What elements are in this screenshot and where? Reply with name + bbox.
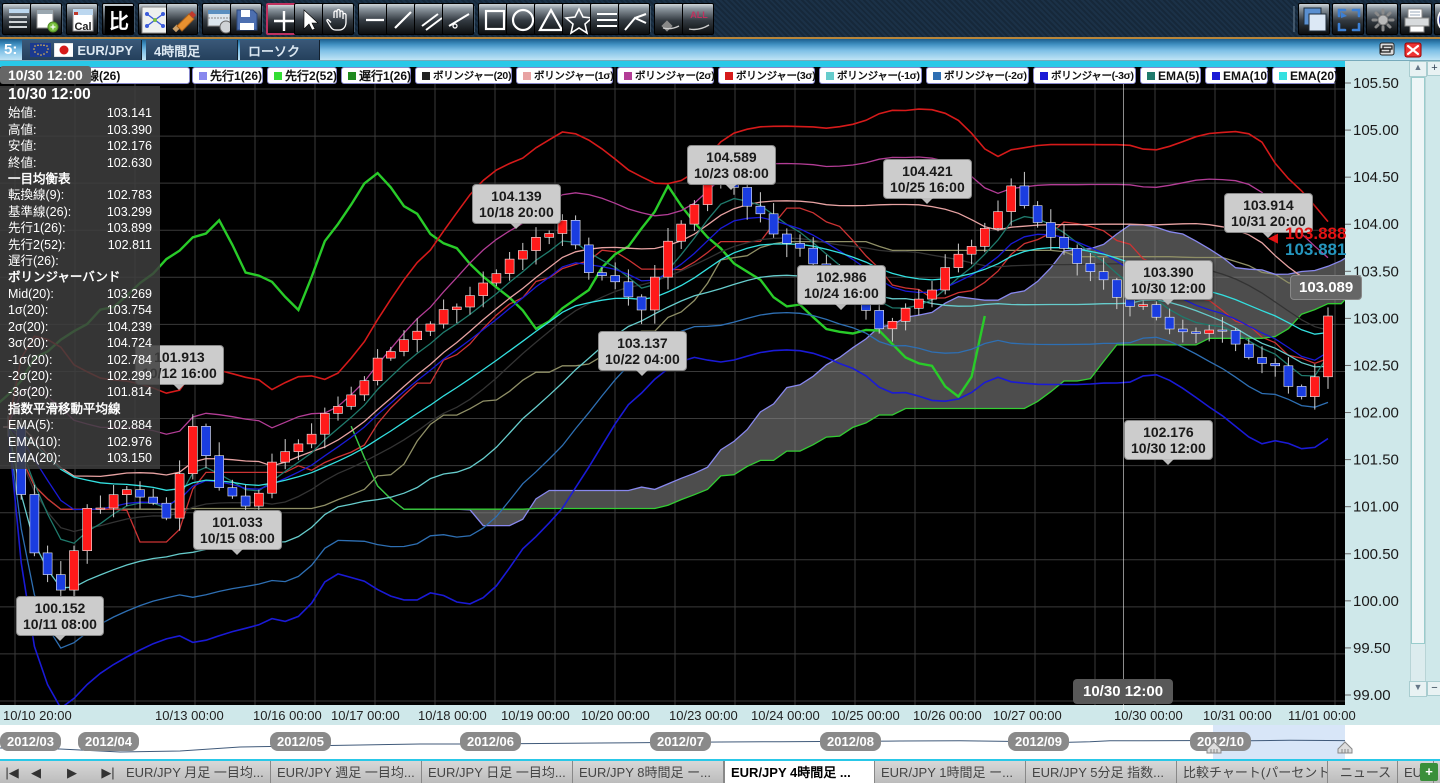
- svg-text:101.00: 101.00: [1353, 499, 1399, 516]
- svg-text:ALL: ALL: [690, 10, 708, 20]
- svg-text:100.50: 100.50: [1353, 546, 1399, 563]
- svg-text:101.50: 101.50: [1353, 452, 1399, 469]
- svg-text:105.50: 105.50: [1353, 75, 1399, 92]
- svg-text:比: 比: [109, 10, 129, 33]
- svg-text:105.00: 105.00: [1353, 122, 1399, 139]
- svg-text:104.00: 104.00: [1353, 216, 1399, 233]
- svg-text:103.00: 103.00: [1353, 310, 1399, 327]
- svg-text:104.50: 104.50: [1353, 169, 1399, 186]
- svg-text:102.00: 102.00: [1353, 405, 1399, 422]
- svg-text:100.00: 100.00: [1353, 593, 1399, 610]
- svg-text:Cal: Cal: [74, 21, 91, 33]
- svg-text:99.50: 99.50: [1353, 640, 1391, 657]
- svg-text:102.50: 102.50: [1353, 357, 1399, 374]
- svg-text:99.00: 99.00: [1353, 687, 1391, 704]
